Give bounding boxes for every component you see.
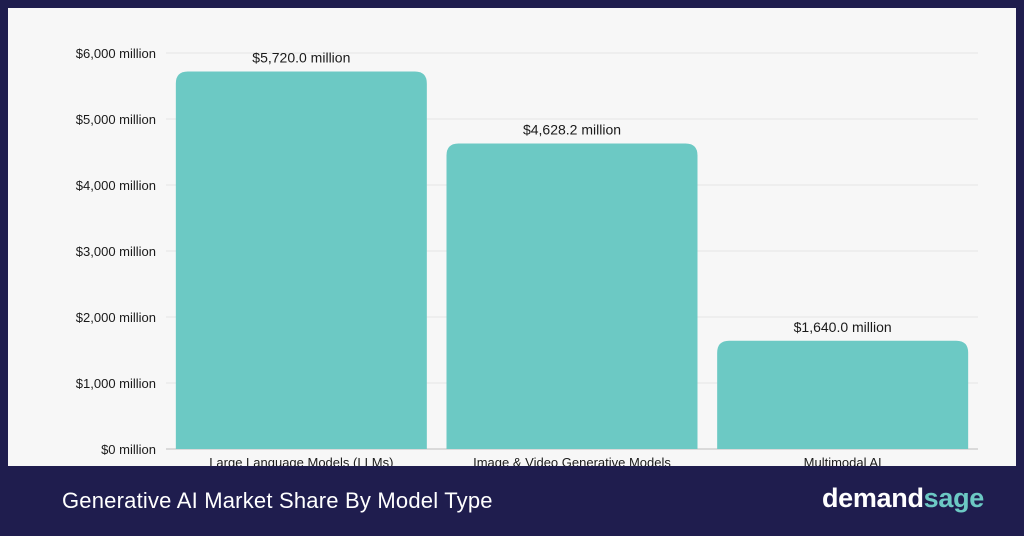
bar — [446, 143, 698, 449]
y-tick-label: $6,000 million — [76, 46, 156, 61]
y-tick-label: $2,000 million — [76, 310, 156, 325]
logo-text-demand: demand — [821, 483, 924, 513]
footer-banner: Generative AI Market Share By Model Type… — [0, 466, 1024, 536]
y-tick-label: $5,000 million — [76, 112, 156, 127]
y-tick-label: $4,000 million — [76, 178, 156, 193]
y-tick-label: $3,000 million — [76, 244, 156, 259]
chart-title: Generative AI Market Share By Model Type — [62, 488, 493, 513]
data-label: $1,640.0 million — [794, 319, 892, 335]
bar — [717, 340, 969, 449]
data-label: $4,628.2 million — [523, 122, 621, 138]
demandsage-logo: demandsage — [822, 483, 984, 514]
data-label: $5,720.0 million — [252, 49, 350, 65]
y-tick-label: $0 million — [101, 442, 156, 457]
bar-chart: $0 million $1,000 million $2,000 million $3… — [76, 46, 978, 470]
bar — [175, 71, 427, 450]
logo-text-sage: sage — [923, 483, 985, 513]
y-tick-label: $1,000 million — [76, 376, 156, 391]
